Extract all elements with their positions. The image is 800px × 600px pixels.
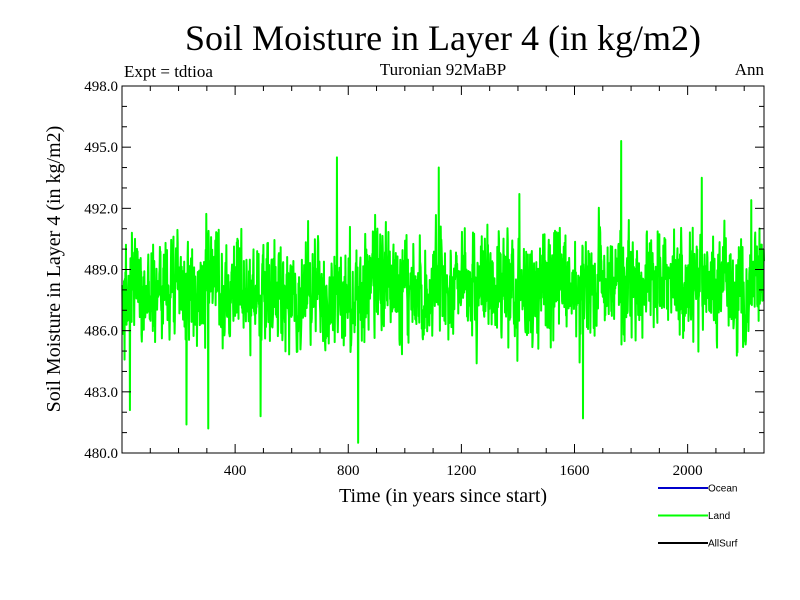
- x-tick-label: 1200: [446, 463, 476, 479]
- x-tick-label: 2000: [673, 463, 703, 479]
- plot-area: [121, 140, 765, 444]
- y-axis-label: Soil Moisture in Layer 4 (in kg/m2): [43, 126, 65, 413]
- series-line-land: [121, 140, 765, 444]
- y-tick-label: 486.0: [84, 324, 118, 340]
- y-tick-label: 492.0: [84, 201, 118, 217]
- legend-label-allsurf: AllSurf: [708, 539, 738, 550]
- legend: Ocean Land AllSurf: [658, 484, 738, 550]
- legend-label-land: Land: [708, 511, 730, 522]
- x-tick-label: 800: [337, 463, 360, 479]
- y-tick-label: 495.0: [84, 140, 118, 156]
- y-tick-label: 483.0: [84, 385, 118, 401]
- axis-ticks: 480.0 483.0 486.0 489.0 492.0 495.0 498.0 400 80…: [84, 79, 764, 479]
- x-tick-label: 1600: [560, 463, 590, 479]
- experiment-label: Expt = tdtioa: [124, 62, 213, 81]
- legend-label-ocean: Ocean: [708, 484, 737, 495]
- y-tick-label: 489.0: [84, 263, 118, 279]
- season-label: Ann: [735, 60, 765, 79]
- chart-title: Soil Moisture in Layer 4 (in kg/m2): [185, 18, 701, 58]
- y-tick-label: 480.0: [84, 446, 118, 462]
- y-tick-label: 498.0: [84, 79, 118, 95]
- x-tick-label: 400: [224, 463, 247, 479]
- chart-subtitle: Turonian 92MaBP: [380, 60, 506, 79]
- x-axis-label: Time (in years since start): [339, 485, 547, 507]
